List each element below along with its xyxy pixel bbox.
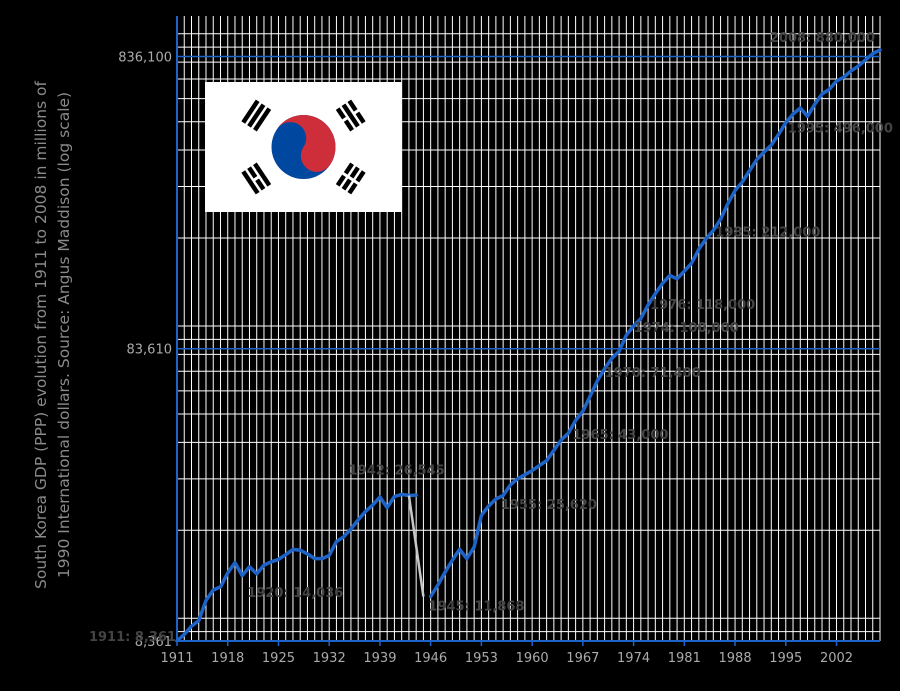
series-line xyxy=(428,48,882,599)
trigram-ri xyxy=(241,162,272,195)
data-label: 1945: 11,868 xyxy=(428,600,524,615)
series-line xyxy=(175,492,418,643)
data-label: 1965: 43,000 xyxy=(572,428,668,443)
x-tick-label: 1939 xyxy=(363,651,396,666)
x-tick-label: 1974 xyxy=(617,651,650,666)
x-tick-label: 1967 xyxy=(566,651,599,666)
taegeuk-symbol xyxy=(271,115,336,179)
data-label: 1976: 118,000 xyxy=(650,298,755,313)
y-axis-title-box: South Korea GDP (PPP) evolution from 191… xyxy=(30,70,86,600)
y-tick-label: 836,100 xyxy=(118,50,172,65)
x-tick-label: 1953 xyxy=(465,651,498,666)
data-label: 2008: 880,000 xyxy=(770,31,875,46)
gap-segment-line xyxy=(407,495,425,597)
x-tick-label: 1918 xyxy=(211,651,244,666)
x-tick-label: 1995 xyxy=(769,651,802,666)
y-tick-label: 8,361 xyxy=(135,635,172,650)
data-label: 1911: 8,361 xyxy=(89,630,176,645)
data-label: 1995: 496,000 xyxy=(788,122,893,137)
x-tick-label: 1960 xyxy=(516,651,549,666)
y-axis-title: South Korea GDP (PPP) evolution from 191… xyxy=(32,81,73,589)
x-tick-label: 1988 xyxy=(719,651,752,666)
trigram-geon xyxy=(241,99,272,132)
data-label: 1942: 26,545 xyxy=(349,463,445,478)
x-tick-label: 1946 xyxy=(414,651,447,666)
y-tick-label: 83,610 xyxy=(127,343,173,358)
data-label: 1955: 25,620 xyxy=(501,498,597,513)
data-label: 1920: 14,036 xyxy=(247,586,343,601)
trigram-gam xyxy=(335,99,366,132)
x-tick-label: 1932 xyxy=(313,651,346,666)
data-label: 1974: 100,000 xyxy=(634,321,739,336)
x-tick-label: 1981 xyxy=(668,651,701,666)
x-tick-label: 1925 xyxy=(262,651,295,666)
x-tick-label: 1911 xyxy=(160,651,193,666)
south-korea-flag xyxy=(205,82,402,212)
data-label: 1985: 212,000 xyxy=(715,226,820,241)
trigram-gon xyxy=(335,162,366,195)
south-korea-flag-graphic xyxy=(205,82,402,212)
x-tick-label: 2002 xyxy=(820,651,853,666)
data-label: 1970: 71,400 xyxy=(605,366,701,381)
